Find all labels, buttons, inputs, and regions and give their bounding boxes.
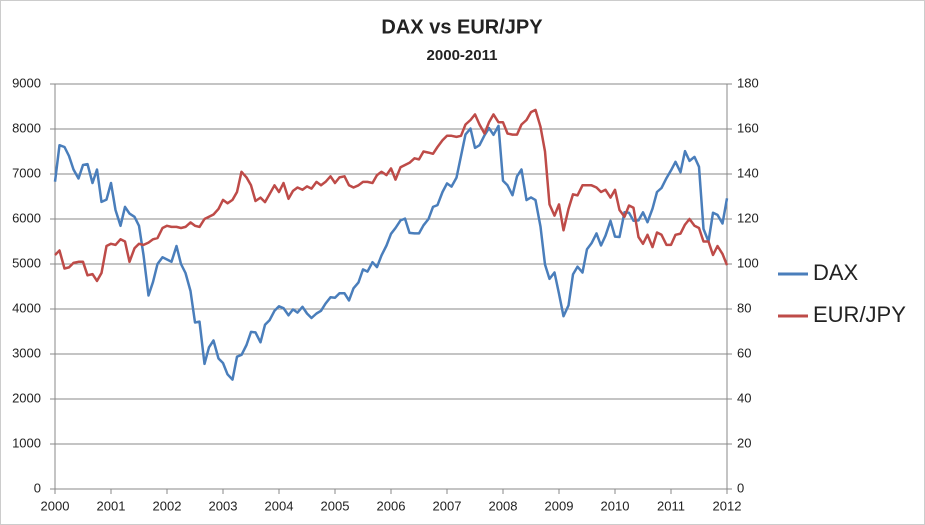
y2-tick-label: 100	[737, 255, 759, 270]
y2-tick-label: 120	[737, 210, 759, 225]
x-tick-label: 2002	[153, 498, 182, 513]
x-tick-label: 2004	[265, 498, 294, 513]
x-tick-label: 2000	[41, 498, 70, 513]
x-tick-label: 2007	[433, 498, 462, 513]
x-tick-label: 2009	[545, 498, 574, 513]
y-tick-label: 0	[34, 480, 41, 495]
y-tick-label: 9000	[12, 75, 41, 90]
series-line	[54, 108, 729, 283]
y2-tick-label: 180	[737, 75, 759, 90]
y2-tick-label: 60	[737, 345, 751, 360]
y2-tick-label: 140	[737, 165, 759, 180]
chart-subtitle: 2000-2011	[427, 47, 498, 64]
y-tick-label: 4000	[12, 300, 41, 315]
y2-tick-label: 0	[737, 480, 744, 495]
y-tick-label: 5000	[12, 255, 41, 270]
y2-tick-label: 160	[737, 120, 759, 135]
y-tick-label: 6000	[12, 210, 41, 225]
y-tick-label: 7000	[12, 165, 41, 180]
y-tick-label: 1000	[12, 435, 41, 450]
x-tick-label: 2003	[209, 498, 238, 513]
y2-tick-label: 20	[737, 435, 751, 450]
x-tick-label: 2008	[489, 498, 518, 513]
y-tick-label: 8000	[12, 120, 41, 135]
x-tick-label: 2010	[601, 498, 630, 513]
x-tick-label: 2006	[377, 498, 406, 513]
y-tick-label: 3000	[12, 345, 41, 360]
x-tick-label: 2005	[321, 498, 350, 513]
x-tick-label: 2001	[97, 498, 126, 513]
y2-tick-label: 40	[737, 390, 751, 405]
series-line	[53, 124, 729, 381]
x-tick-label: 2011	[657, 498, 685, 513]
chart-title: DAX vs EUR/JPY	[381, 16, 543, 38]
legend-label: DAX	[813, 260, 859, 285]
legend-label: EUR/JPY	[813, 302, 906, 327]
y-tick-label: 2000	[12, 390, 41, 405]
y2-tick-label: 80	[737, 300, 751, 315]
x-tick-label: 2012	[713, 498, 742, 513]
